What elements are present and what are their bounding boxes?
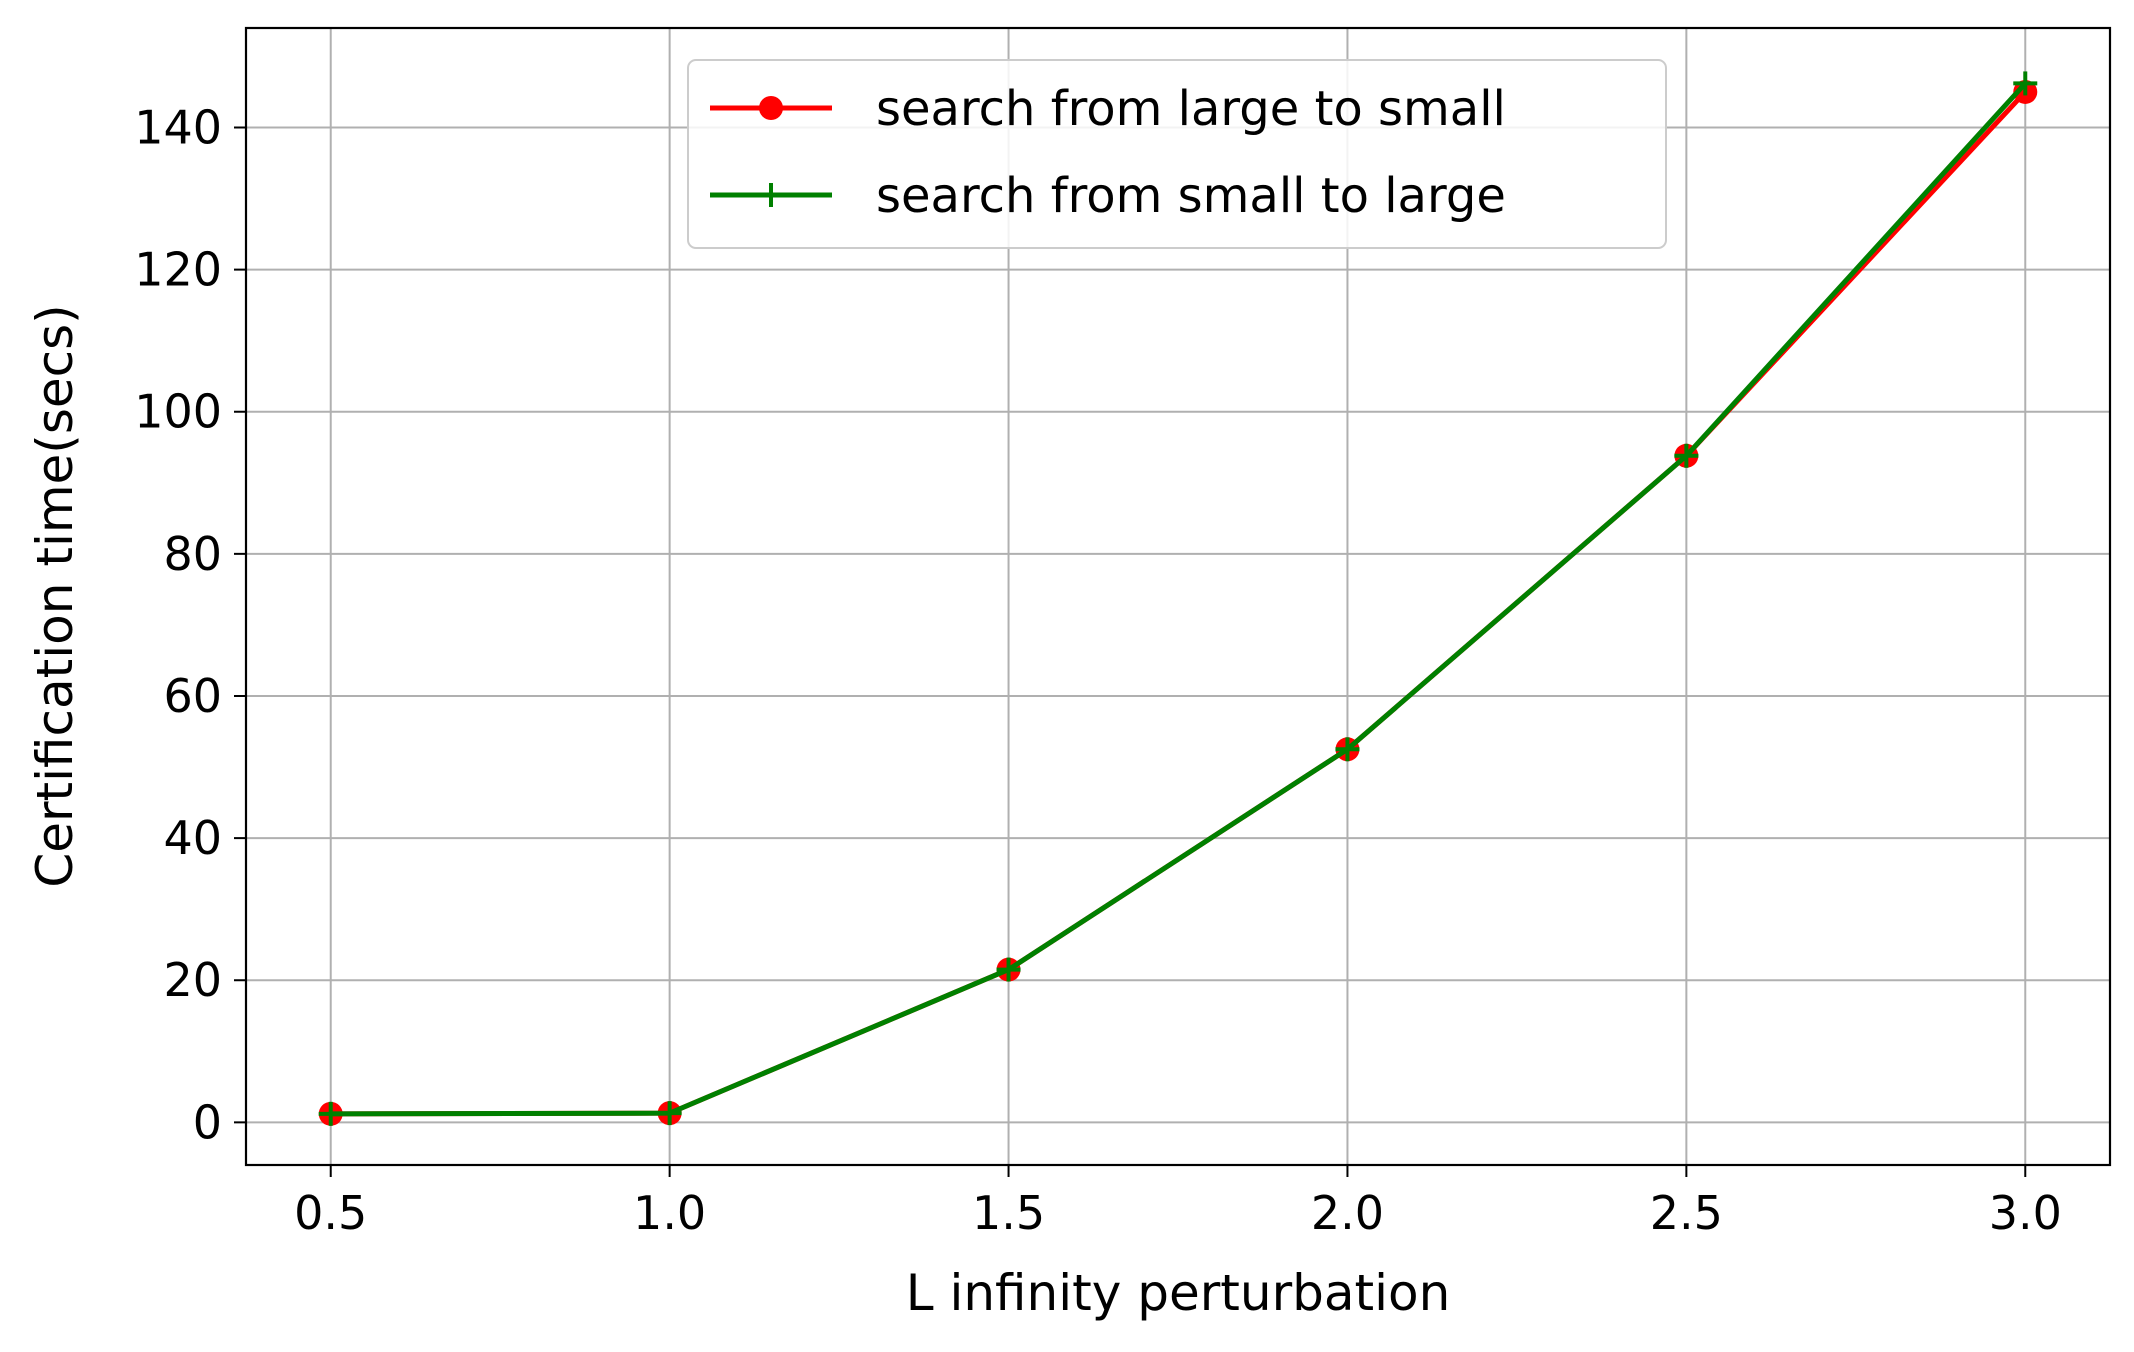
legend-label: search from large to small: [876, 81, 1506, 137]
data-point: [318, 1101, 343, 1126]
legend-item-2: search from small to large: [710, 168, 1506, 224]
data-point: [2013, 71, 2038, 96]
y-tick-label: 20: [163, 953, 222, 1007]
y-tick-label: 140: [134, 100, 222, 154]
plot-frame: [244, 26, 2112, 1167]
legend[interactable]: search from large to small search from sm…: [687, 59, 1667, 249]
y-tick-label: 80: [163, 527, 222, 581]
legend-marker: [759, 183, 783, 207]
data-point: [1335, 737, 1360, 762]
x-tick-label: 0.5: [294, 1186, 367, 1240]
x-tick-label: 2.0: [1311, 1186, 1384, 1240]
series-2: [318, 71, 2038, 1126]
data-series: [318, 71, 2038, 1126]
y-tick-label: 0: [193, 1095, 222, 1149]
x-axis-label: L infinity perturbation: [906, 1264, 1451, 1322]
data-point: [657, 1101, 682, 1126]
y-axis-label: Certification time(secs): [26, 304, 84, 887]
x-tick-label: 3.0: [1989, 1186, 2062, 1240]
data-point: [996, 957, 1021, 982]
axis-ticks: 0.5 1.0 1.5 2.0 2.5 3.0 0 20 40 60 80 100 120 140: [134, 100, 2062, 1240]
y-tick-label: 40: [163, 811, 222, 865]
y-tick-label: 120: [134, 243, 222, 297]
data-point: [1674, 443, 1699, 468]
legend-marker: [759, 96, 783, 120]
y-tick-label: 60: [163, 669, 222, 723]
series-line: [330, 81, 2028, 1117]
legend-box: [687, 59, 1667, 249]
legend-label: search from small to large: [876, 168, 1506, 224]
x-tick-label: 1.0: [633, 1186, 706, 1240]
y-tick-label: 100: [134, 385, 222, 439]
x-tick-label: 1.5: [972, 1186, 1045, 1240]
x-tick-label: 2.5: [1650, 1186, 1723, 1240]
legend-item-1: search from large to small: [710, 81, 1506, 137]
